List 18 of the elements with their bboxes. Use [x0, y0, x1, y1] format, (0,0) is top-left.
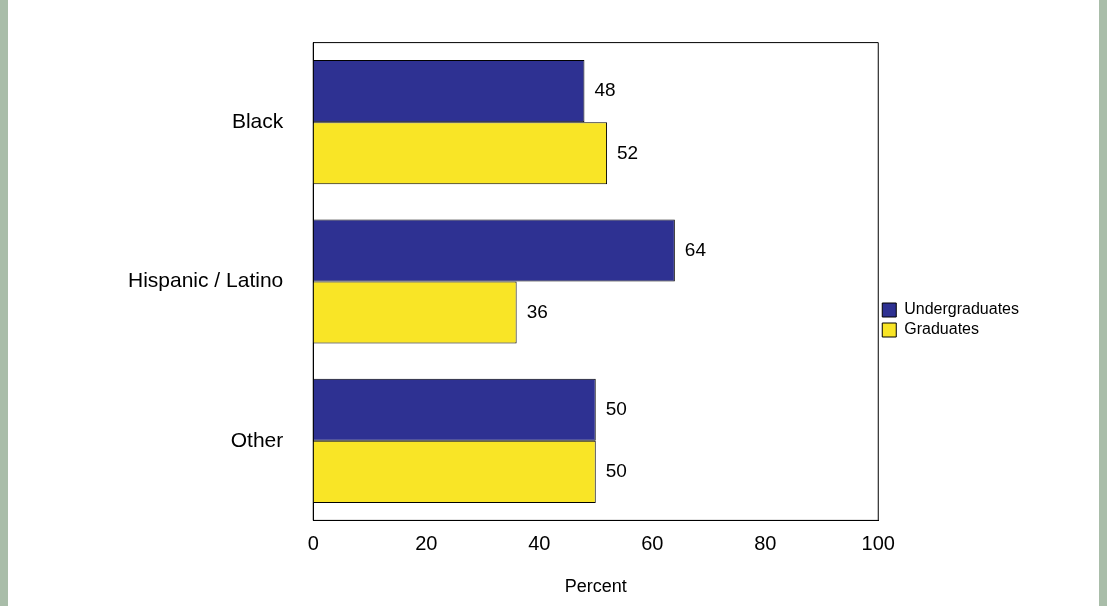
data-label: 36 [526, 300, 548, 322]
y-tick-label: Hispanic / Latino [127, 268, 284, 292]
y-tick-label: Black [231, 109, 284, 133]
x-tick-label: 0 [307, 531, 319, 554]
legend-label: Undergraduates [904, 300, 1020, 318]
legend-label: Graduates [904, 320, 979, 338]
y-tick-label: Other [230, 427, 284, 451]
x-axis-title: Percent [564, 576, 627, 597]
data-label: 64 [684, 238, 707, 260]
data-label: 48 [594, 79, 616, 101]
x-tick-label: 20 [415, 531, 438, 554]
data-label: 50 [605, 397, 627, 419]
x-tick-label: 80 [754, 531, 777, 554]
data-label: 52 [617, 141, 639, 163]
x-tick-label: 40 [528, 531, 551, 554]
x-tick-label: 100 [861, 531, 895, 554]
data-label: 50 [605, 460, 627, 482]
x-tick-label: 60 [641, 531, 664, 554]
